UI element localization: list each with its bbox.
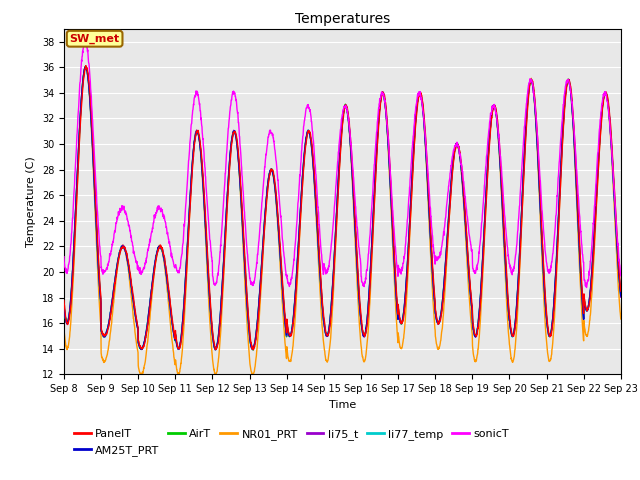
li77_temp [60,303,68,309]
AM25T_PRT [60,304,68,310]
li75_t [505,309,513,315]
Title: Temperatures: Temperatures [295,12,390,26]
sonicT [81,38,89,44]
AirT [584,306,591,312]
AM25T_PRT [81,64,89,70]
sonicT [359,281,367,287]
li75_t [584,306,591,312]
PanelT [371,185,379,191]
AirT [617,293,625,299]
sonicT [617,273,625,279]
PanelT [617,288,625,294]
Line: AirT: AirT [64,67,621,350]
li77_temp [505,309,513,315]
NR01_PRT [617,316,625,322]
sonicT [582,285,590,290]
NR01_PRT [568,106,576,112]
li77_temp [617,292,625,298]
Y-axis label: Temperature (C): Temperature (C) [26,156,36,247]
NR01_PRT [60,327,68,333]
sonicT [60,254,68,260]
li75_t [617,294,625,300]
AirT [371,177,379,183]
li77_temp [359,331,367,336]
li75_t [371,178,379,183]
NR01_PRT [216,345,223,351]
li77_temp [568,103,576,109]
PanelT [505,302,513,308]
li75_t [359,332,367,337]
sonicT [568,100,575,106]
AM25T_PRT [216,320,223,326]
PanelT [584,307,591,313]
AM25T_PRT [505,309,513,315]
PanelT [216,327,223,333]
Line: sonicT: sonicT [64,41,621,288]
Line: li75_t: li75_t [64,66,621,350]
Text: SW_met: SW_met [70,34,120,44]
li77_temp [249,347,257,353]
AM25T_PRT [617,293,625,299]
AirT [216,323,223,329]
li75_t [82,63,90,69]
li77_temp [216,323,223,328]
li75_t [60,304,68,310]
AM25T_PRT [138,347,145,352]
sonicT [216,256,223,262]
AirT [568,104,576,110]
Line: li77_temp: li77_temp [64,67,621,350]
PanelT [249,347,257,353]
Line: PanelT: PanelT [64,66,621,350]
PanelT [60,298,68,303]
PanelT [568,97,576,103]
li75_t [212,347,220,353]
NR01_PRT [584,333,591,338]
AM25T_PRT [584,306,591,312]
li75_t [568,103,576,109]
AM25T_PRT [371,178,379,183]
NR01_PRT [249,372,257,378]
li75_t [216,320,223,325]
PanelT [82,63,90,69]
X-axis label: Time: Time [329,400,356,409]
Line: NR01_PRT: NR01_PRT [64,67,621,375]
li77_temp [584,307,591,312]
NR01_PRT [82,64,90,70]
NR01_PRT [359,355,367,361]
AirT [505,309,513,315]
NR01_PRT [371,187,379,192]
sonicT [504,252,512,258]
PanelT [359,328,367,334]
AirT [250,347,257,353]
NR01_PRT [505,332,513,337]
sonicT [584,277,591,283]
AM25T_PRT [359,331,367,337]
AirT [359,331,367,336]
li77_temp [371,177,379,183]
sonicT [371,155,379,160]
Line: AM25T_PRT: AM25T_PRT [64,67,621,349]
li77_temp [82,64,90,70]
AirT [81,64,89,70]
AirT [60,304,68,310]
AM25T_PRT [568,103,576,108]
Legend: PanelT, AM25T_PRT, AirT, NR01_PRT, li75_t, li77_temp, sonicT: PanelT, AM25T_PRT, AirT, NR01_PRT, li75_… [70,425,513,460]
